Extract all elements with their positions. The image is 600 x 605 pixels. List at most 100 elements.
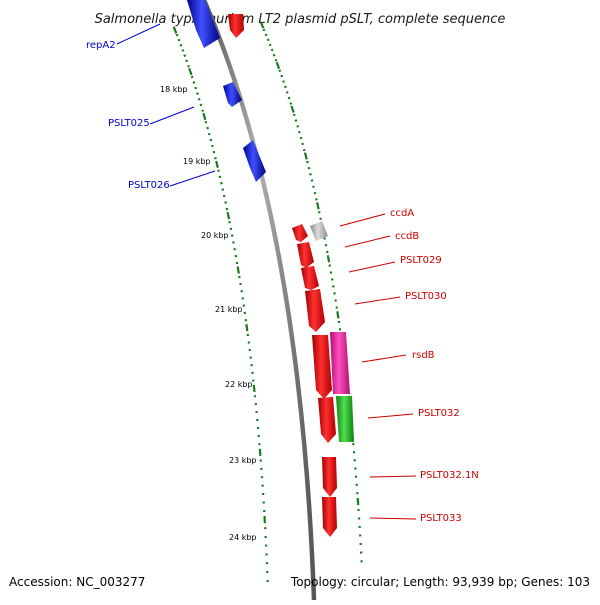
kbp-track-major-tick [174,27,177,34]
kbp-track-minor-tick [192,76,193,78]
kbp-track-minor-tick [199,98,200,100]
kbp-track-minor-tick [177,34,178,36]
accession-text: Accession: NC_003277 [9,575,145,589]
gc-track-minor-tick [285,86,286,88]
gc-track-major-tick [305,153,307,160]
gc-track-minor-tick [274,54,275,56]
gc-track-minor-tick [315,192,316,194]
kbp-track-minor-tick [207,127,208,129]
kbp-track-major-tick [246,324,247,331]
gc-track-minor-tick [276,59,277,61]
gene-label-ccdB[interactable]: ccdB [395,231,419,242]
kbp-track-major-tick [238,267,239,274]
gc-track-minor-tick [319,211,320,213]
leader-PSLT033 [370,518,416,519]
kbp-track-minor-tick [202,110,203,112]
gc-track-minor-tick [264,29,265,31]
leader-PSLT025 [150,107,194,124]
gc-track-minor-tick [281,75,282,77]
kbp-track-minor-tick [197,93,198,95]
gc-track-minor-tick [301,137,302,139]
gc-track-minor-tick [294,114,295,116]
gene-arrow-rsdB[interactable] [330,332,350,394]
kbp-track-minor-tick [184,55,185,57]
topology-text: Topology: circular; Length: 93,939 bp; G… [290,575,590,589]
leader-PSLT032 [368,414,413,418]
gene-label-PSLT032[interactable]: PSLT032 [418,408,460,419]
gc-track-minor-tick [309,167,310,169]
kbp-track-major-tick [216,161,218,168]
map-title: Salmonella typhimurium LT2 plasmid pSLT,… [95,12,506,27]
gene-label-repA2[interactable]: repA2 [86,40,116,51]
gc-track-major-tick [317,202,319,209]
kbp-label-18: 18 kbp [160,85,188,94]
kbp-track-minor-tick [188,65,189,67]
gene-arrow-h[interactable] [322,497,337,537]
kbp-track-minor-tick [186,60,187,62]
kbp-track-major-tick [189,68,191,75]
gc-track-major-tick [358,498,359,505]
gene-arrow-a[interactable] [292,224,308,242]
leader-ccdA [340,214,385,226]
leader-PSLT032.1N [370,476,416,477]
gc-track-minor-tick [289,97,290,99]
kbp-track-minor-tick [218,170,219,172]
gc-track-minor-tick [270,44,271,46]
gc-track-minor-tick [283,81,284,83]
gene-label-rsdB[interactable]: rsdB [412,350,435,361]
kbp-track-major-tick [260,449,261,456]
gene-arrow-PSLT032[interactable] [336,396,354,442]
gc-track-minor-tick [266,34,267,36]
kbp-label-20: 20 kbp [201,231,229,240]
gc-track-minor-tick [272,49,273,51]
kbp-track-minor-tick [206,121,207,123]
kbp-track-minor-tick [221,182,222,184]
right-gene-labels: ccdA ccdB PSLT029 PSLT030 rsdB PSLT032 P… [340,208,479,524]
plasmid-backbone [204,0,314,600]
gene-label-PSLT026[interactable]: PSLT026 [128,180,170,191]
kbp-track-minor-tick [179,39,180,41]
gene-arrow-top-fragment[interactable] [228,14,244,38]
leader-PSLT030 [355,297,400,304]
gene-arrow-e[interactable] [312,335,332,399]
kbp-track-minor-tick [183,50,184,52]
gc-track-minor-tick [291,103,292,105]
gene-label-PSLT033[interactable]: PSLT033 [420,513,462,524]
gc-track-major-tick [328,255,329,262]
kbp-track-major-tick [228,212,229,219]
gc-track-major-tick [292,106,294,113]
kbp-track-minor-tick [181,44,182,46]
kbp-track-minor-tick [195,87,196,89]
gene-label-PSLT030[interactable]: PSLT030 [405,291,447,302]
gene-arrow-f[interactable] [318,397,336,443]
gc-track-minor-tick [307,161,308,163]
gc-track-major-tick [337,311,338,318]
kbp-scale: 18 kbp 19 kbp 20 kbp 21 kbp 22 kbp 23 kb… [160,85,257,542]
leader-PSLT026 [170,171,215,186]
gene-label-PSLT032.1N[interactable]: PSLT032.1N [420,470,479,481]
gene-arrow-c[interactable] [301,266,319,290]
leader-rsdB [362,355,406,362]
kbp-label-23: 23 kbp [229,456,257,465]
kbp-track-minor-tick [194,82,195,84]
gc-track-minor-tick [302,143,303,145]
gc-track-minor-tick [304,149,305,151]
gene-arrow-g[interactable] [322,457,337,497]
gc-track-minor-tick [280,70,281,72]
gene-arrow-b[interactable] [297,242,314,268]
leader-repA2 [117,24,160,44]
kbp-track-minor-tick [212,145,213,147]
kbp-track-minor-tick [215,157,216,159]
gene-label-PSLT025[interactable]: PSLT025 [108,118,150,129]
gene-label-ccdA[interactable]: ccdA [390,208,414,219]
gene-arrow-d[interactable] [305,289,325,332]
kbp-track-major-tick [203,113,205,120]
gene-arrow-PSLT025[interactable] [223,82,242,107]
kbp-label-22: 22 kbp [225,380,253,389]
kbp-label-24: 24 kbp [229,533,257,542]
gc-track-minor-tick [296,120,297,122]
gc-track-minor-tick [268,39,269,41]
gene-label-PSLT029[interactable]: PSLT029 [400,255,442,266]
